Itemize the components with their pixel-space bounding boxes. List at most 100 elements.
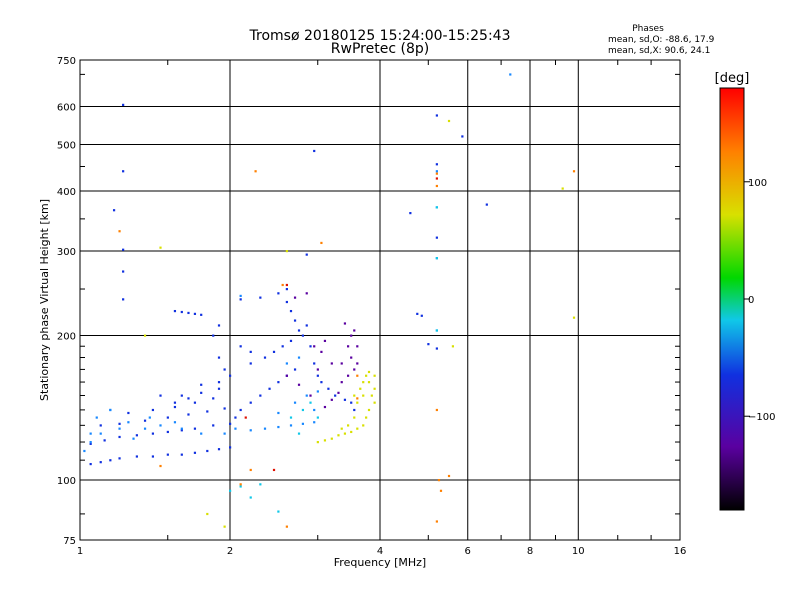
data-point (217, 387, 221, 390)
data-point (356, 427, 359, 430)
data-point (320, 381, 323, 384)
data-point (362, 424, 365, 427)
data-point (217, 324, 221, 327)
data-point (135, 434, 138, 437)
data-point (435, 184, 438, 188)
data-point (212, 397, 215, 400)
data-point (173, 405, 177, 409)
data-point (293, 296, 297, 299)
data-point (362, 381, 365, 384)
data-point (365, 374, 368, 377)
colorbar-ticks: 100 0 −100 (744, 178, 775, 423)
data-point (293, 401, 297, 404)
data-point (353, 394, 356, 397)
data-point (320, 241, 323, 245)
data-point (359, 387, 362, 390)
x-tick-label: 8 (527, 546, 533, 557)
data-point (206, 512, 209, 516)
data-point (435, 172, 438, 175)
data-point (373, 401, 376, 404)
data-point (330, 398, 333, 401)
data-point (200, 383, 203, 386)
data-point (83, 449, 86, 453)
data-point (187, 413, 190, 416)
data-point (180, 453, 183, 456)
data-point (239, 294, 242, 297)
data-point (151, 432, 155, 435)
data-point (143, 334, 147, 337)
x-tick-label: 16 (674, 546, 687, 557)
data-point (435, 329, 438, 332)
data-point (323, 405, 327, 409)
x-tick-label: 1 (77, 546, 83, 557)
data-point (112, 209, 116, 212)
chart-title: Tromsø 20180125 15:24:00-15:25:43 (249, 28, 511, 44)
data-point (229, 374, 232, 377)
y-tick-label: 600 (57, 103, 76, 114)
data-point (143, 419, 147, 422)
data-point (373, 387, 376, 390)
data-point (365, 416, 368, 419)
data-point (485, 203, 488, 206)
data-point (268, 387, 271, 390)
data-point (337, 391, 340, 394)
data-point (293, 368, 297, 371)
data-point (435, 257, 438, 260)
data-point (143, 427, 147, 430)
data-point (151, 408, 155, 412)
data-point (200, 432, 203, 435)
data-point (439, 489, 443, 492)
data-point (316, 416, 319, 419)
data-point (343, 432, 347, 435)
data-point (334, 394, 337, 397)
data-point (353, 408, 356, 412)
data-point (285, 374, 288, 377)
data-point (370, 394, 373, 397)
data-point (561, 187, 564, 190)
data-point (313, 362, 316, 365)
data-point (239, 485, 242, 488)
data-point (122, 170, 125, 173)
data-point (234, 416, 237, 419)
data-point (409, 212, 412, 215)
data-point (200, 313, 203, 316)
data-point (289, 416, 293, 419)
data-point (239, 408, 242, 412)
y-tick-label: 750 (57, 56, 76, 67)
data-point (301, 408, 305, 412)
data-point (187, 311, 190, 315)
data-point (435, 206, 438, 209)
data-point (89, 462, 92, 466)
data-point (346, 374, 350, 377)
data-point (367, 381, 371, 384)
data-point (193, 427, 197, 430)
data-point (293, 319, 297, 322)
data-point (135, 455, 138, 458)
data-point (159, 424, 162, 427)
data-point (272, 350, 276, 353)
data-point (330, 437, 333, 440)
data-point (285, 300, 288, 304)
data-point (217, 448, 221, 451)
data-point (159, 464, 162, 468)
data-point (316, 441, 319, 444)
data-point (122, 248, 125, 251)
data-point (572, 316, 576, 319)
data-point (373, 374, 376, 377)
data-point (217, 381, 221, 384)
data-point (263, 356, 267, 359)
data-point (367, 370, 371, 374)
data-point (301, 422, 305, 425)
data-point (173, 309, 177, 313)
data-point (217, 356, 221, 359)
data-point (166, 416, 169, 419)
data-point (305, 253, 308, 256)
data-point (572, 170, 576, 173)
y-tick-label: 400 (57, 187, 76, 198)
data-point (277, 381, 280, 384)
axis-ticks: 1 2 4 6 8 10 16 75 100 200 300 400 500 600 750 (57, 56, 686, 557)
phases-o-stats: mean, sd,O: -88.6, 17.9 (608, 35, 715, 45)
data-point (212, 334, 215, 337)
data-point (173, 401, 177, 404)
data-point (350, 430, 353, 434)
